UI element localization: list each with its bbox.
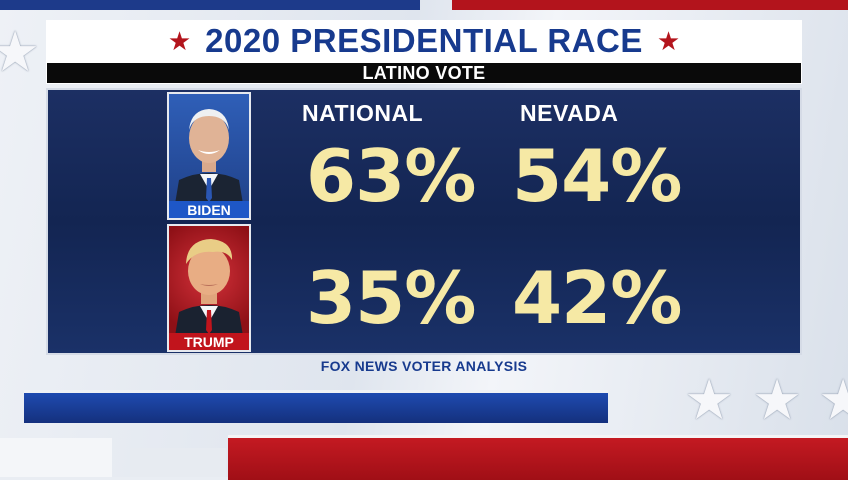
decorative-star-icon: ★	[818, 368, 848, 431]
decorative-star-icon: ★	[752, 368, 803, 431]
column-header-nevada: NEVADA	[520, 100, 619, 126]
candidate-portrait-biden: BIDEN	[167, 92, 251, 220]
top-red-stripe	[452, 0, 848, 10]
biden-national-percent: 63%	[306, 134, 476, 218]
white-stripe-secondary	[130, 448, 226, 477]
subtitle: LATINO VOTE	[362, 62, 486, 83]
title-bar: ★ 2020 PRESIDENTIAL RACE ★	[46, 20, 802, 62]
decorative-star-icon: ★	[0, 20, 41, 83]
source-credit: FOX NEWS VOTER ANALYSIS	[320, 358, 528, 374]
column-header-national: NATIONAL	[302, 100, 424, 126]
biden-nevada-percent: 54%	[512, 134, 682, 218]
candidate-name-biden: BIDEN	[169, 201, 249, 218]
red-stripe	[228, 435, 848, 480]
star-icon: ★	[656, 26, 681, 56]
trump-nevada-percent: 42%	[512, 256, 682, 340]
biden-photo-icon	[175, 109, 243, 204]
star-icon: ★	[167, 26, 192, 56]
subtitle-bar: LATINO VOTE	[46, 62, 802, 84]
candidate-name-trump: TRUMP	[169, 333, 249, 350]
white-stripe	[0, 438, 112, 477]
trump-national-percent: 35%	[306, 256, 476, 340]
trump-photo-icon	[175, 239, 243, 336]
page-title: 2020 PRESIDENTIAL RACE	[205, 22, 643, 59]
decorative-star-icon: ★	[684, 368, 735, 431]
blue-stripe	[24, 390, 608, 423]
candidate-portrait-trump: TRUMP	[167, 224, 251, 352]
top-blue-stripe	[0, 0, 420, 10]
